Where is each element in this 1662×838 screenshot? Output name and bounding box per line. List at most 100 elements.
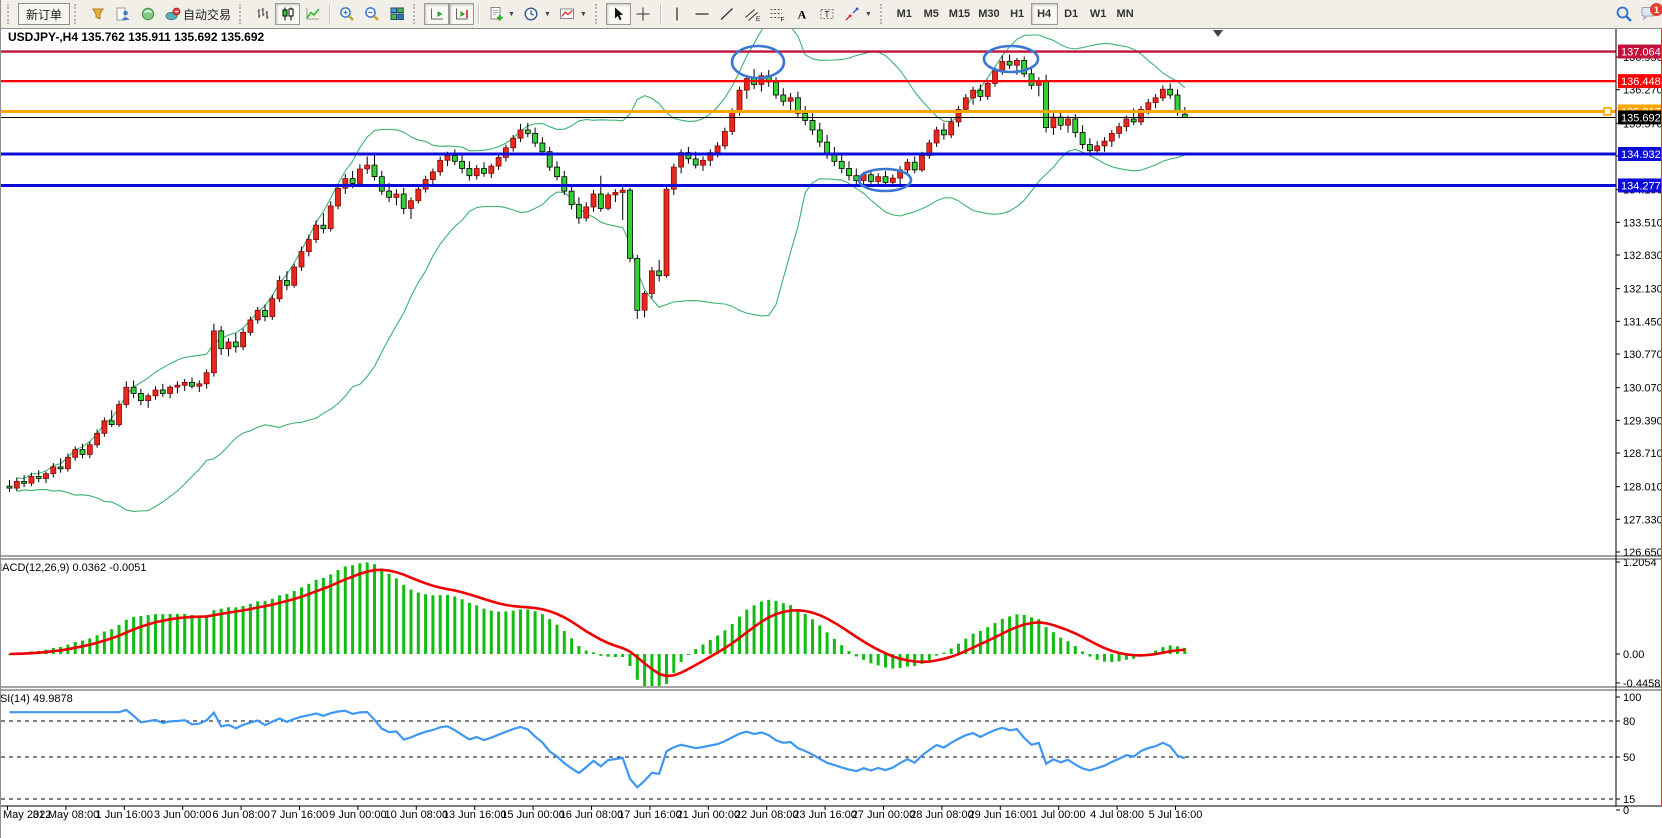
dropdown-caret-icon[interactable]: ▼ [864,10,872,18]
candlestick-series [6,54,1188,492]
tf-w1-button-label: W1 [1089,8,1107,20]
rsi-axis-label: 0 [1623,805,1629,817]
templates-button[interactable]: ▼ [555,3,591,25]
price-tick-label: 128.010 [1623,482,1662,494]
tf-m30-button[interactable]: M30 [974,3,1003,25]
new-order-button[interactable]: 新订单 [18,3,71,25]
price-tick-label: 129.390 [1623,415,1662,427]
crosshair-button[interactable] [631,3,656,25]
line-chart-button[interactable] [300,3,325,25]
text-button[interactable]: A [790,3,815,25]
current-price-line-price-label: 135.692 [1618,110,1662,125]
periods-button[interactable]: ▼ [519,3,555,25]
annotation-ellipse-top2[interactable] [982,44,1040,74]
autotrade-icon [164,6,181,23]
label-t-icon: T [819,6,836,23]
macd-axis[interactable]: 1.2054 0.00 -0.4458 [1616,557,1660,690]
macd-axis-label: -0.4458 [1623,678,1660,690]
channel-icon: E [744,6,761,23]
tf-h1-button[interactable]: H1 [1004,3,1031,25]
charts-icon-button[interactable] [85,3,110,25]
hline-icon [694,6,711,23]
profiles-icon-button[interactable] [110,3,135,25]
price-axis[interactable]: 136.950136.270135.570134.890134.190133.5… [1616,52,1662,559]
time-tick-label: 4 Jul 08:00 [1090,809,1144,821]
toolbar-grip[interactable] [7,4,14,24]
tile-windows-button[interactable] [384,3,409,25]
search-button[interactable] [1611,3,1636,25]
time-tick-label: 21 Jun 00:00 [676,809,740,821]
rsi-axis-label: 50 [1623,752,1635,764]
notifications-button[interactable]: 1 [1636,3,1662,25]
magnifier-icon [1615,6,1632,23]
indicators-button[interactable]: ▼ [483,3,519,25]
price-tick-label: 133.510 [1623,217,1662,229]
macd-axis-label: 0.00 [1623,649,1644,661]
time-tick-label: 31 May 08:00 [33,809,100,821]
fibo-icon: F [769,6,786,23]
toolbar-grip[interactable] [594,4,602,24]
rsi-axis-label: 15 [1623,794,1635,806]
time-tick-label: May 2022 [3,809,51,821]
indicators-icon [487,6,504,23]
tf-d1-button[interactable]: D1 [1058,3,1085,25]
line-handle-marker[interactable] [1603,107,1612,116]
time-tick-label: 1 Jun 16:00 [96,809,154,821]
fibonacci-button[interactable]: F [765,3,790,25]
shapes-button[interactable]: ▼ [840,3,876,25]
toolbar-grip[interactable] [413,4,420,24]
text-a-icon: A [794,6,811,23]
auto-scroll-button[interactable] [424,3,450,25]
macd-indicator-label: MACD(12,26,9) 0.0362 -0.0051 [0,562,147,574]
vertical-line-button[interactable] [665,3,690,25]
channel-button[interactable]: E [740,3,765,25]
market-watch-icon-button[interactable] [135,3,160,25]
chart-shift-button[interactable] [449,3,475,25]
time-tick-label: 16 Jun 08:00 [560,809,624,821]
label-button[interactable]: T [815,3,840,25]
tf-m15-button[interactable]: M15 [945,3,974,25]
tf-m1-button[interactable]: M1 [891,3,918,25]
autotrade-button[interactable]: 自动交易 [160,3,235,25]
tf-m5-button[interactable]: M5 [918,3,945,25]
time-tick-label: 22 Jun 08:00 [735,809,799,821]
trendline-button[interactable] [715,3,740,25]
new-order-button-label: 新订单 [26,7,63,22]
toolbar-grip[interactable] [74,4,81,24]
toolbar-grip[interactable] [239,4,246,24]
annotation-ellipse-low[interactable] [857,167,913,193]
tf-w1-button[interactable]: W1 [1085,3,1112,25]
time-tick-label: 9 Jun 00:00 [329,809,387,821]
horizontal-line-button[interactable] [690,3,715,25]
time-tick-label: 5 Jul 16:00 [1149,809,1203,821]
annotation-ellipse-top1[interactable] [730,44,786,80]
svg-text:134.277: 134.277 [1621,180,1661,192]
bollinger-upper-band [16,27,1186,480]
rsi-axis[interactable]: 100 80 50 150 [1616,692,1641,817]
toolbar-separator [478,4,480,24]
time-tick-label: 3 Jun 00:00 [154,809,212,821]
tf-mn-button[interactable]: MN [1112,3,1139,25]
dropdown-caret-icon[interactable]: ▼ [543,10,551,18]
candlestick-chart-button[interactable] [275,3,301,25]
price-tick-label: 127.330 [1623,514,1662,526]
zoom-in-icon [338,6,355,23]
chart-shift-marker[interactable] [1213,30,1223,37]
toolbar-grip[interactable] [879,4,887,24]
bollinger-bands [16,27,1186,512]
bar-chart-button[interactable] [250,3,275,25]
zoom-out-button[interactable] [359,3,384,25]
clock-icon [523,6,540,23]
cursor-button[interactable] [605,3,631,25]
tf-m30-button-label: M30 [978,8,1000,20]
tf-d1-button-label: D1 [1064,8,1079,20]
zoom-in-button[interactable] [334,3,359,25]
tf-h4-button[interactable]: H4 [1030,3,1058,25]
dropdown-caret-icon[interactable]: ▼ [579,10,587,18]
crosshair-icon [635,6,652,23]
dropdown-caret-icon[interactable]: ▼ [508,10,515,18]
autotrade-button-label: 自动交易 [183,7,232,22]
candles-icon [279,6,296,23]
